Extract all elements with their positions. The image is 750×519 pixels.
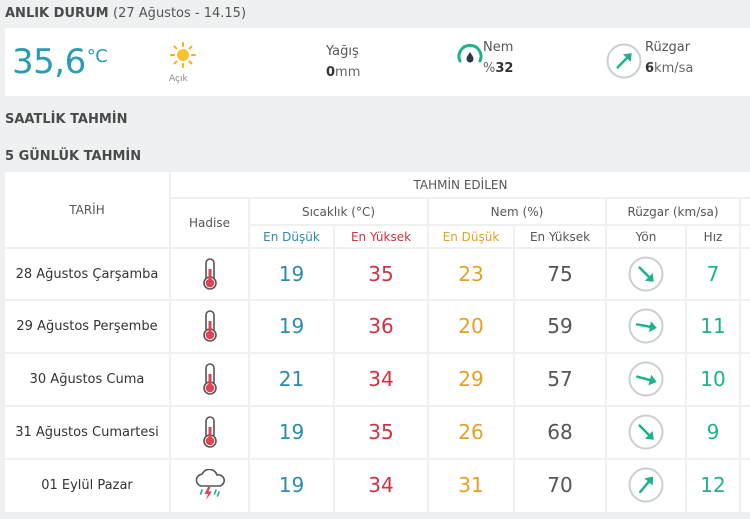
- current-conditions-title: ANLIK DURUM (27 Ağustos - 14.15): [5, 6, 246, 21]
- row-temp-max: 35: [368, 262, 394, 286]
- arrow-east-icon: [628, 308, 664, 344]
- row-temp-max: 36: [368, 314, 394, 338]
- thunderstorm-icon: [195, 469, 225, 500]
- header-humidity-group: Nem (%): [490, 204, 544, 219]
- row-temp-max: 34: [368, 473, 394, 497]
- row-phenomenon: [171, 301, 248, 351]
- row-wind-speed: 11: [700, 314, 726, 338]
- row-phenomenon: [171, 407, 248, 457]
- temperature-value: 35,6: [12, 42, 86, 82]
- row-humidity-max: 70: [547, 473, 573, 497]
- wind-number: 6: [645, 61, 655, 76]
- arrow-east-icon: [628, 361, 664, 397]
- humidity-prefix: %: [483, 61, 496, 76]
- sun-icon: [170, 42, 196, 68]
- current-title-text: ANLIK DURUM: [5, 6, 109, 21]
- row-wind-direction: [607, 249, 685, 299]
- header-humidity-max: En Yüksek: [529, 229, 591, 244]
- row-phenomenon: [171, 249, 248, 299]
- row-temp-min: 19: [278, 262, 305, 286]
- row-humidity-min: 31: [458, 473, 484, 497]
- row-date: 01 Eylül Pazar: [41, 477, 133, 493]
- header-wind-group: Rüzgar (km/sa): [627, 204, 719, 219]
- row-wind-speed: 12: [700, 473, 726, 497]
- header-temp-min: En Düşük: [263, 229, 320, 244]
- row-phenomenon: [171, 354, 248, 404]
- five-day-forecast-table: TARİH TAHMİN EDİLEN Hadise Sıcaklık (°C)…: [5, 172, 750, 512]
- wind-unit: km/sa: [654, 61, 694, 76]
- precip-label: Yağış: [326, 44, 359, 59]
- thermometer-icon: [202, 310, 217, 342]
- five-day-forecast-title: 5 GÜNLÜK TAHMİN: [5, 149, 142, 164]
- arrow-southeast-icon: [628, 414, 664, 450]
- thermometer-icon: [202, 416, 217, 448]
- row-wind-direction: [607, 301, 685, 351]
- row-humidity-max: 57: [547, 367, 573, 391]
- row-temp-min: 19: [278, 473, 305, 497]
- row-humidity-max: 68: [547, 420, 573, 444]
- header-temperature-group: Sıcaklık (°C): [301, 204, 376, 219]
- arrow-northeast-icon: [628, 467, 664, 503]
- hourly-forecast-title[interactable]: SAATLİK TAHMİN: [5, 112, 128, 127]
- arrow-southeast-icon: [628, 256, 664, 292]
- row-temp-max: 35: [368, 420, 394, 444]
- row-phenomenon: [171, 460, 248, 510]
- precip-value: 0mm: [326, 65, 360, 80]
- row-temp-min: 21: [278, 367, 305, 391]
- row-humidity-max: 59: [547, 314, 573, 338]
- humidity-value: %32: [483, 61, 513, 76]
- row-temp-min: 19: [278, 314, 305, 338]
- header-forecast-group: TAHMİN EDİLEN: [413, 177, 508, 192]
- row-wind-speed: 10: [700, 367, 726, 391]
- row-date: 30 Ağustos Cuma: [29, 371, 145, 387]
- thermometer-icon: [202, 363, 217, 395]
- header-date: TARİH: [69, 202, 105, 217]
- row-temp-min: 19: [278, 420, 305, 444]
- wind-direction-icon: [606, 43, 642, 79]
- row-wind-direction: [607, 407, 685, 457]
- row-date: 29 Ağustos Perşembe: [16, 318, 158, 334]
- thermometer-icon: [202, 258, 217, 290]
- row-temp-max: 34: [368, 367, 394, 391]
- row-wind-speed: 7: [706, 262, 720, 286]
- condition-label: Açık: [169, 74, 188, 84]
- humidity-label: Nem: [483, 40, 514, 55]
- row-wind-direction: [607, 354, 685, 404]
- temperature-unit: °C: [86, 46, 108, 67]
- current-temperature: 35,6°C: [12, 42, 108, 82]
- row-date: 31 Ağustos Cumartesi: [15, 424, 159, 440]
- wind-label: Rüzgar: [645, 40, 691, 55]
- header-phenomenon: Hadise: [189, 216, 230, 230]
- header-humidity-min: En Düşük: [442, 229, 500, 244]
- wind-value: 6km/sa: [645, 61, 693, 76]
- current-conditions-card: 35,6°C Açık Yağış 0mm Nem %32 Rüzgar 6km…: [5, 28, 750, 96]
- header-temp-max: En Yüksek: [350, 229, 412, 244]
- row-wind-speed: 9: [706, 420, 720, 444]
- row-humidity-min: 26: [458, 420, 484, 444]
- row-date: 28 Ağustos Çarşamba: [15, 266, 159, 282]
- precip-number: 0: [326, 65, 336, 80]
- row-humidity-min: 20: [458, 314, 484, 338]
- row-humidity-max: 75: [547, 262, 573, 286]
- current-datetime: (27 Ağustos - 14.15): [113, 6, 247, 21]
- humidity-number: 32: [495, 61, 514, 76]
- humidity-gauge-icon: [457, 43, 483, 63]
- header-wind-direction: Yön: [635, 229, 657, 244]
- precip-unit: mm: [335, 65, 361, 80]
- row-humidity-min: 23: [458, 262, 484, 286]
- row-humidity-min: 29: [458, 367, 484, 391]
- row-wind-direction: [607, 460, 685, 510]
- header-wind-speed: Hız: [703, 229, 723, 244]
